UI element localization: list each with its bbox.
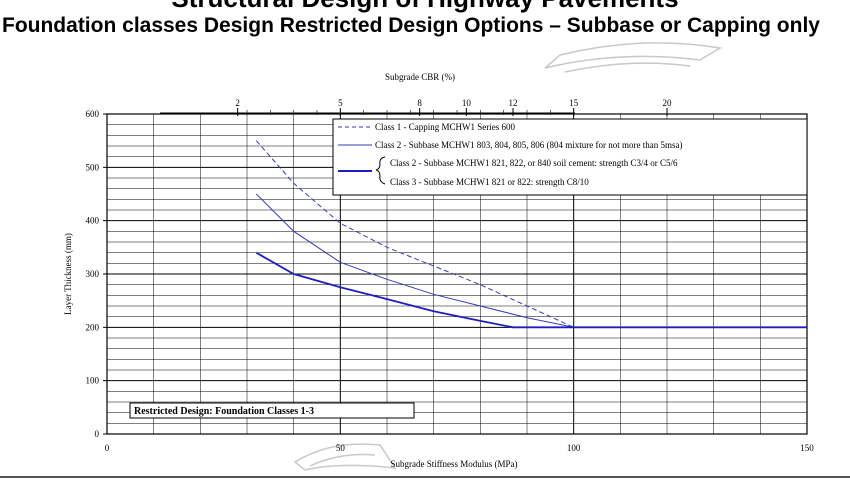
y-tick-label: 300: [86, 269, 100, 279]
legend-label-class2-bound: Class 2 - Subbase MCHW1 821, 822, or 840…: [390, 158, 678, 168]
top-axis-ticks: 2 5 8 10 12 15 20: [235, 98, 672, 116]
y-tick-label: 0: [95, 429, 100, 439]
x-tick-label: 100: [567, 443, 581, 453]
y-tick-label: 400: [86, 216, 100, 226]
watermark-shapes: [293, 42, 723, 471]
y-tick-label: 200: [86, 322, 100, 332]
top-tick-label: 10: [462, 98, 472, 108]
y-axis-ticks: 0 100 200 300 400 500 600: [86, 109, 107, 439]
top-tick-label: 2: [235, 98, 240, 108]
legend: Class 1 - Capping MCHW1 Series 600 Class…: [332, 118, 808, 196]
slide-subtitle: Foundation classes Design Restricted Des…: [2, 14, 820, 37]
top-axis-label: Subgrade CBR (%): [385, 72, 455, 82]
y-tick-label: 500: [86, 162, 100, 172]
annotation: Restricted Design: Foundation Classes 1-…: [129, 402, 415, 419]
legend-box: [332, 118, 808, 196]
watermark-curve-top-inner: [564, 62, 691, 73]
x-tick-label: 50: [336, 443, 346, 453]
y-axis-label: Layer Thickness (mm): [63, 233, 73, 315]
top-tick-label: 12: [509, 98, 518, 108]
legend-label-class1-capping: Class 1 - Capping MCHW1 Series 600: [375, 122, 515, 132]
top-tick-label: 15: [569, 98, 579, 108]
y-tick-label: 100: [86, 376, 100, 386]
legend-label-class2-subbase: Class 2 - Subbase MCHW1 803, 804, 805, 8…: [375, 140, 682, 150]
annotation-text: Restricted Design: Foundation Classes 1-…: [134, 406, 314, 417]
series-line-class2-subbase: [255, 193, 807, 328]
watermark-curve-top: [544, 42, 723, 69]
series-layer: [255, 140, 807, 329]
legend-brace: [375, 156, 386, 185]
slide-bottom-rule: [0, 476, 850, 478]
top-tick-label: 20: [663, 98, 673, 108]
series-line-class2-3-bound: [255, 251, 807, 329]
x-tick-label: 150: [800, 443, 814, 453]
x-axis-label: Subgrade Stiffness Modulus (MPa): [390, 459, 517, 469]
watermark-curve-bottom-inner: [309, 453, 376, 467]
series-line-class1-capping: [255, 140, 807, 328]
legend-label-class3-bound: Class 3 - Subbase MCHW1 821 or 822: stre…: [390, 177, 589, 187]
watermark-curve-bottom: [293, 443, 397, 471]
x-tick-label: 0: [105, 443, 110, 453]
top-tick-label: 8: [417, 98, 422, 108]
top-tick-label: 5: [338, 98, 343, 108]
y-tick-label: 600: [86, 109, 100, 119]
annotation-box: [129, 402, 415, 419]
x-axis-ticks: 0 50 100 150: [105, 443, 815, 453]
slide-title: Structural Design of Highway Pavements: [0, 0, 850, 15]
